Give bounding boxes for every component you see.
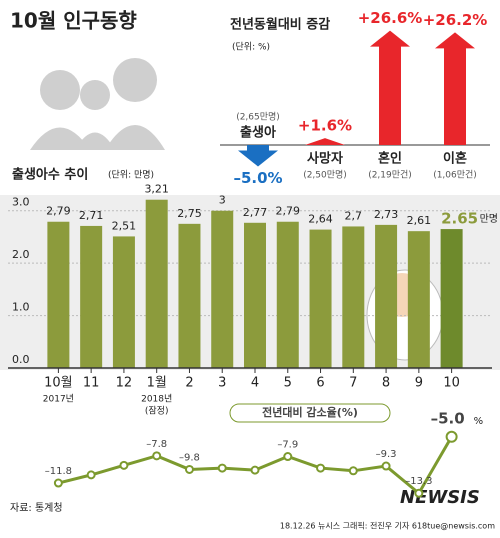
value-label: –9.8 [179,452,200,463]
y-tick-label: 1.0 [12,301,30,314]
point [119,460,129,470]
value-label: 2,61 [407,214,432,227]
value-label: 2,77 [243,206,268,219]
unit-label: % [474,416,484,427]
y-tick-label: 2.0 [12,248,30,261]
source: 자료: 통계청 [10,502,63,514]
arrow [305,138,345,145]
unit-label: 만명 [480,213,498,225]
bar-title: 출생아수 추이 [12,167,88,183]
value-label: 2,73 [374,208,399,221]
x-tick-label: 3 [218,376,226,391]
x-tick-note: 2017년 [43,394,74,405]
value-label: +26.2% [423,11,488,29]
value-label: +26.6% [358,9,423,27]
line-title: 전년대비 감소율(%) [262,405,358,419]
point [445,430,458,443]
credit: 18.12.26 뉴시스 그래픽: 전진우 기자 618tue@newsis.c… [280,521,495,531]
y-tick-label: 0.0 [12,353,30,366]
x-tick-label: 10월 [44,376,73,391]
bar [145,199,168,368]
x-tick-label: 4 [251,376,259,391]
value-label: 2,79 [276,205,301,218]
bar [342,226,365,368]
x-tick-label: 6 [316,376,324,391]
arrow [238,145,278,167]
x-tick-label: 7 [349,376,357,391]
category-note: (2,19만건) [368,170,412,181]
value-label: –7.9 [277,440,298,451]
category-note: (1,06만건) [433,170,477,181]
bar [47,221,70,368]
value-label: 2,51 [112,219,137,232]
value-label: 2,7 [345,209,363,222]
family-illustration [30,58,165,150]
arrow-subtitle: (단위: %) [232,42,270,53]
line-chart: 전년대비 감소율(%) –11.8 –7.8 –9.8 –7.9 –9.3 –13.3 –5.… [45,403,484,498]
y-tick-label: 3.0 [12,196,30,209]
x-tick-note: 2018년 [141,394,172,405]
bar [276,221,299,368]
arrow [370,30,410,145]
bar [178,223,201,368]
x-tick-label: 11 [83,376,100,391]
page-title: 10월 인구동향 [10,9,137,33]
value-label: –11.8 [45,466,72,477]
point [53,478,63,488]
x-tick-label: 10 [443,376,460,391]
x-tick-label: 12 [116,376,133,391]
value-label: +1.6% [298,117,352,135]
bar [112,236,135,368]
bar-subtitle: (단위: 만명) [108,170,154,181]
value-label: –7.8 [146,439,167,450]
category-note: (2,50만명) [303,170,347,181]
bar [407,231,430,368]
category-note: (2,65만명) [236,112,280,123]
value-label: 3 [219,194,226,207]
value-label: –5.0 [431,409,465,427]
category-label: 이혼 [443,151,467,167]
x-tick-label: 9 [415,376,423,391]
point [348,466,358,476]
bar [375,224,398,368]
x-tick-label: 5 [284,376,292,391]
value-label: 2,64 [308,213,333,226]
value-label: –5.0% [233,169,282,187]
x-tick-label: 1월 [147,376,167,391]
bar [211,210,234,368]
point [381,461,391,471]
bar [440,229,463,368]
value-label: 2,71 [79,209,104,222]
watermark: NEWSIS [400,487,480,508]
arrow-title: 전년동월대비 증감 [230,17,330,33]
point [250,465,260,475]
value-label: –9.3 [376,449,397,460]
line-title-box [229,403,391,423]
point [86,470,96,480]
value-label: –13.3 [405,476,432,487]
x-tick-label: 8 [382,376,390,391]
value-label: 3,21 [144,183,169,196]
bar [309,229,332,368]
value-label: 2,75 [177,207,202,220]
x-tick-label: 2 [185,376,193,391]
point [283,452,293,462]
bar [244,222,266,368]
arrow [435,32,475,146]
point [316,463,326,473]
category-label: 출생아 [240,125,276,141]
category-label: 사망자 [307,151,343,167]
value-label: 2.65 [441,210,478,228]
point [217,463,227,473]
point [184,464,194,474]
point [152,451,162,461]
x-tick-note: (잠정) [145,406,169,417]
bar [80,225,103,368]
value-label: 2,79 [46,205,71,218]
category-label: 혼인 [378,151,402,167]
point [414,488,424,498]
